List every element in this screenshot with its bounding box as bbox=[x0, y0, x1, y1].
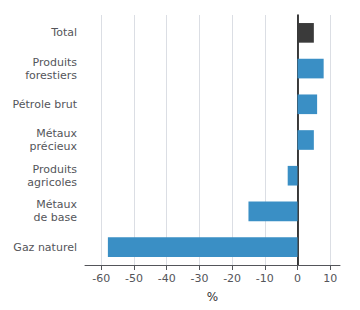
svg-text:-60: -60 bbox=[92, 272, 110, 285]
svg-text:Produits: Produits bbox=[32, 163, 77, 176]
svg-text:forestiers: forestiers bbox=[25, 69, 77, 82]
svg-text:-40: -40 bbox=[158, 272, 176, 285]
svg-text:10: 10 bbox=[323, 272, 337, 285]
svg-text:-50: -50 bbox=[125, 272, 143, 285]
svg-text:-20: -20 bbox=[223, 272, 241, 285]
svg-text:Produits: Produits bbox=[32, 56, 77, 69]
svg-text:précieux: précieux bbox=[30, 140, 78, 153]
svg-text:-30: -30 bbox=[190, 272, 208, 285]
svg-text:Total: Total bbox=[50, 26, 77, 39]
svg-text:Pétrole brut: Pétrole brut bbox=[13, 98, 78, 111]
svg-text:agricoles: agricoles bbox=[27, 176, 77, 189]
svg-text:Métaux: Métaux bbox=[36, 127, 77, 140]
svg-text:Métaux: Métaux bbox=[36, 198, 77, 211]
svg-text:de base: de base bbox=[34, 211, 78, 224]
svg-text:-10: -10 bbox=[256, 272, 274, 285]
svg-text:%: % bbox=[207, 290, 218, 304]
svg-text:Gaz naturel: Gaz naturel bbox=[13, 241, 77, 254]
svg-text:0: 0 bbox=[294, 272, 301, 285]
